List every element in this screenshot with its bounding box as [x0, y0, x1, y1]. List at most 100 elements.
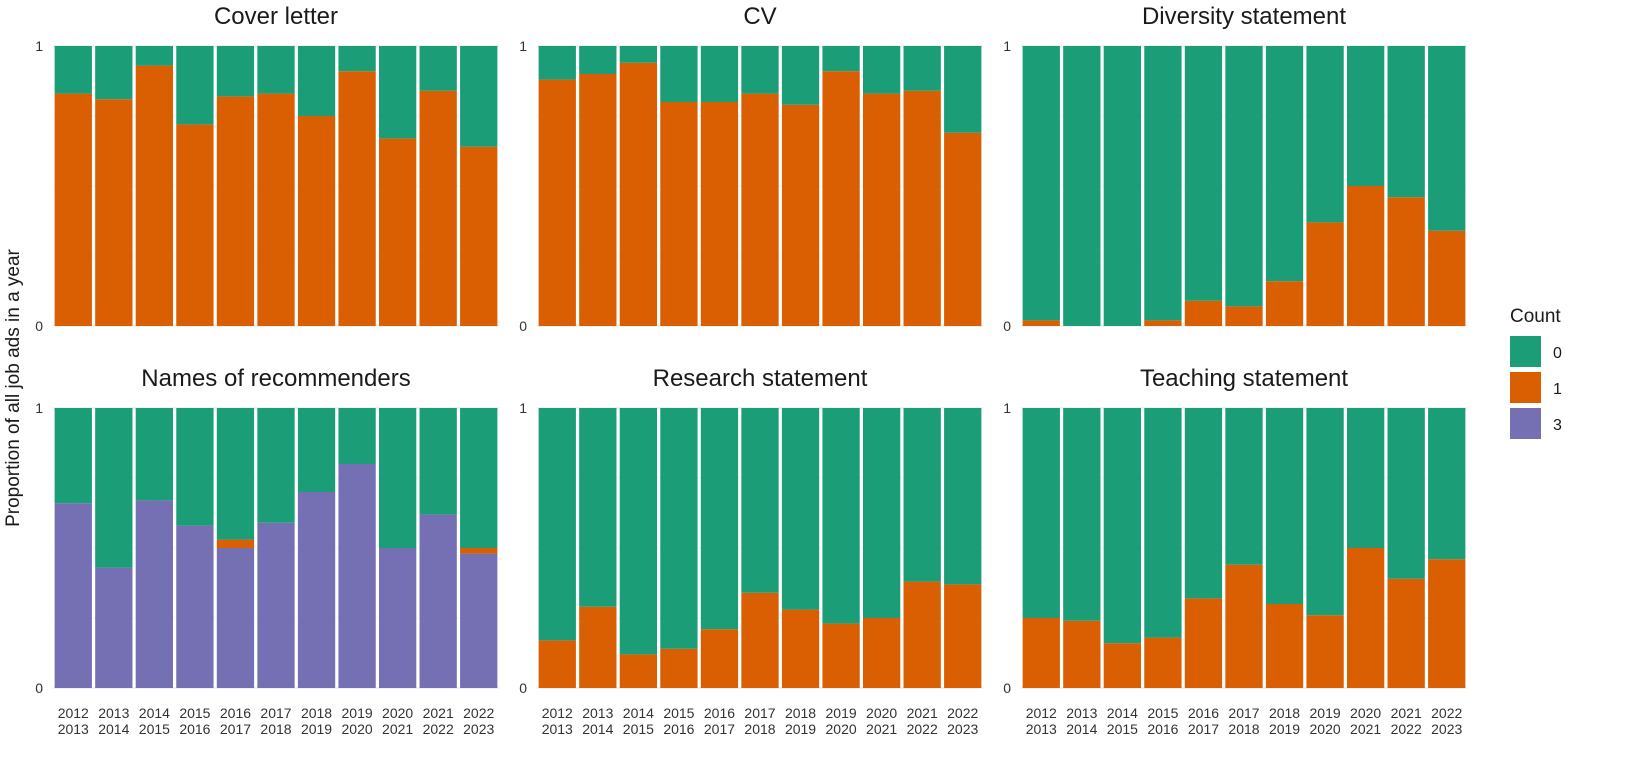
bar-segment-count-0 [176, 46, 214, 125]
bar-segment-count-0 [257, 46, 295, 94]
bar-segment-count-0 [619, 46, 658, 63]
x-tick-label: 2023 [1431, 721, 1462, 737]
bar-segment-count-1 [862, 618, 901, 688]
bar-segment-count-0 [1022, 46, 1060, 321]
bar-segment-count-0 [700, 46, 739, 102]
bar-segment-count-3 [257, 522, 295, 688]
x-tick-label: 2016 [220, 705, 251, 721]
bar-segment-count-0 [1387, 46, 1425, 198]
bar-segment-count-1 [1428, 230, 1466, 326]
bar-segment-count-1 [619, 654, 658, 688]
bar-segment-count-1 [1184, 300, 1223, 326]
bar-segment-count-1 [944, 132, 982, 326]
y-tick-label: 1 [1003, 400, 1011, 416]
bar-segment-count-3 [378, 548, 417, 688]
x-tick-label: 2016 [704, 705, 735, 721]
y-tick-label: 0 [519, 318, 527, 334]
bar-segment-count-1 [741, 592, 779, 688]
bar-segment-count-1 [1346, 548, 1385, 688]
x-tick-label: 2014 [623, 705, 654, 721]
bar-segment-count-0 [1306, 46, 1344, 223]
x-tick-label: 2021 [423, 705, 454, 721]
bar-segment-count-0 [538, 408, 576, 641]
y-tick-label: 0 [1003, 680, 1011, 696]
legend-key-0 [1510, 336, 1541, 367]
bar-segment-count-1 [135, 65, 174, 326]
x-tick-label: 2020 [826, 721, 857, 737]
bar-segment-count-0 [862, 46, 901, 94]
bar-segment-count-0 [378, 408, 417, 548]
bar-segment-count-0 [700, 408, 739, 630]
x-tick-label: 2018 [301, 705, 332, 721]
bar-segment-count-1 [1306, 615, 1344, 688]
bar-segment-count-0 [1225, 46, 1263, 307]
y-tick-label: 1 [1003, 38, 1011, 54]
bar-segment-count-0 [1265, 408, 1304, 604]
bar-segment-count-3 [135, 500, 174, 688]
bar-segment-count-0 [419, 46, 457, 91]
x-tick-label: 2016 [663, 721, 694, 737]
bar-segment-count-1 [619, 62, 658, 327]
x-tick-label: 2013 [1026, 721, 1057, 737]
bar-segment-count-0 [944, 46, 982, 133]
facet-panel: Teaching statement0120122013201320142014… [1003, 365, 1467, 737]
bar-segment-count-1 [700, 629, 739, 688]
facet-title: Diversity statement [1142, 3, 1346, 30]
bar-segment-count-1 [1225, 564, 1263, 688]
legend-label: 1 [1553, 381, 1562, 398]
x-tick-label: 2019 [826, 705, 857, 721]
bar-segment-count-1 [903, 90, 941, 326]
bar-segment-count-0 [1103, 46, 1142, 326]
bar-segment-count-1 [822, 71, 860, 326]
bar-segment-count-1 [1428, 559, 1466, 688]
y-axis-title: Proportion of all job ads in a year [3, 248, 24, 526]
bar-segment-count-0 [1265, 46, 1304, 282]
x-tick-label: 2020 [1350, 705, 1381, 721]
x-tick-label: 2021 [866, 721, 897, 737]
x-tick-label: 2018 [744, 721, 775, 737]
x-tick-label: 2015 [139, 721, 170, 737]
bar-segment-count-0 [579, 408, 617, 607]
bar-segment-count-0 [741, 46, 779, 94]
bar-segment-count-3 [95, 567, 133, 688]
x-tick-label: 2012 [58, 705, 89, 721]
legend-label: 0 [1553, 345, 1562, 362]
x-tick-label: 2021 [1391, 705, 1422, 721]
bar-segment-count-1 [460, 146, 498, 326]
bar-segment-count-0 [660, 408, 698, 649]
bar-segment-count-0 [660, 46, 698, 102]
x-tick-label: 2019 [301, 721, 332, 737]
bar-segment-count-3 [297, 492, 336, 688]
bar-segment-count-0 [95, 408, 133, 568]
facet-panel: Names of recommenders0120122013201320142… [35, 365, 499, 737]
bar-segment-count-0 [1387, 408, 1425, 579]
x-tick-label: 2015 [1107, 721, 1138, 737]
bar-segment-count-1 [781, 104, 820, 326]
x-tick-label: 2022 [463, 705, 494, 721]
facet-panel: Cover letter 0 1 [35, 3, 499, 334]
x-tick-label: 2017 [704, 721, 735, 737]
bar-segment-count-1 [378, 138, 417, 326]
bar-segment-count-0 [903, 46, 941, 91]
legend: Count 0 1 3 [1510, 306, 1562, 439]
bar-segment-count-1 [944, 584, 982, 688]
bar-segment-count-0 [216, 46, 255, 97]
x-tick-label: 2021 [382, 721, 413, 737]
legend-title: Count [1510, 306, 1561, 327]
x-tick-label: 2020 [382, 705, 413, 721]
legend-key-3 [1510, 408, 1541, 439]
bar-segment-count-0 [781, 408, 820, 610]
bar-segment-count-1 [216, 539, 255, 548]
x-tick-label: 2022 [1391, 721, 1422, 737]
bar-segment-count-0 [176, 408, 214, 526]
bar-segment-count-1 [1387, 578, 1425, 688]
x-tick-label: 2016 [1188, 705, 1219, 721]
bar-segment-count-1 [1387, 197, 1425, 326]
x-tick-label: 2014 [98, 721, 129, 737]
y-tick-label: 1 [519, 400, 527, 416]
bar-segment-count-0 [95, 46, 133, 100]
y-tick-label: 0 [1003, 318, 1011, 334]
bar-segment-count-0 [460, 408, 498, 548]
bar-segment-count-1 [538, 79, 576, 326]
